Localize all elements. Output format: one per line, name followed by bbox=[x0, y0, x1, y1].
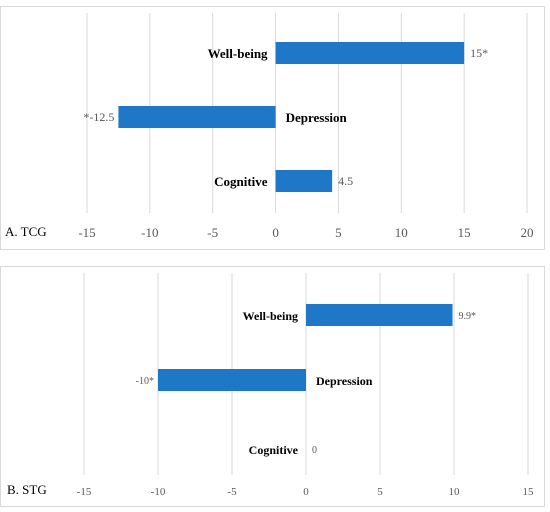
chart-b-data-label: 0 bbox=[312, 445, 317, 456]
chart-a-tick-label: 20 bbox=[521, 225, 534, 240]
chart-a-data-label: *-12.5 bbox=[83, 110, 114, 124]
chart-b-svg: -15 -10 -5 0 5 10 15 B. STG Well-being 9.9* Depres… bbox=[7, 273, 535, 498]
chart-b-category-label: Cognitive bbox=[249, 443, 299, 457]
chart-b-title: B. STG bbox=[7, 482, 47, 497]
chart-b-data-label: 9.9* bbox=[459, 311, 477, 322]
chart-b-data-label: -10* bbox=[136, 376, 154, 387]
chart-a-tick-label: -5 bbox=[207, 225, 218, 240]
chart-b-category-label: Well-being bbox=[243, 309, 298, 323]
chart-a-tick-label: -15 bbox=[78, 225, 95, 240]
chart-a-data-label: 4.5 bbox=[338, 174, 353, 188]
chart-a-tick-label: 10 bbox=[395, 225, 408, 240]
chart-a-data-label: 15* bbox=[470, 46, 488, 60]
chart-a-tick-label: 15 bbox=[458, 225, 471, 240]
chart-b-tick-label: 0 bbox=[303, 486, 309, 498]
chart-a-bar-cognitive bbox=[275, 170, 333, 192]
panel-b-stg: -15 -10 -5 0 5 10 15 B. STG Well-being 9.9* Depres… bbox=[0, 266, 545, 507]
chart-b-tick-label: -15 bbox=[77, 486, 92, 498]
chart-b-tick-label: 15 bbox=[523, 486, 535, 498]
chart-a-title: A. TCG bbox=[5, 224, 47, 239]
chart-b-tick-label: -5 bbox=[227, 486, 237, 498]
chart-a-svg: -15 -10 -5 0 5 10 15 20 A. TCG Well-being 15* Depre… bbox=[5, 13, 534, 240]
chart-a-bar-well-being bbox=[275, 42, 465, 64]
chart-a-bar-depression bbox=[118, 106, 276, 128]
chart-a-category-label: Well-being bbox=[208, 46, 268, 61]
chart-a-category-label: Cognitive bbox=[214, 174, 268, 189]
chart-b-category-label: Depression bbox=[316, 374, 373, 388]
chart-b-tick-label: -10 bbox=[151, 486, 166, 498]
chart-a-category-label: Depression bbox=[286, 110, 348, 125]
chart-a-tick-label: 5 bbox=[335, 225, 342, 240]
chart-b-tick-label: 5 bbox=[377, 486, 383, 498]
panel-a-tcg: -15 -10 -5 0 5 10 15 20 A. TCG Well-being 15* Depre… bbox=[0, 6, 545, 250]
chart-b-tick-label: 10 bbox=[449, 486, 461, 498]
chart-a-tick-label: 0 bbox=[272, 225, 279, 240]
chart-b-bar-well-being bbox=[306, 304, 453, 326]
chart-b-bar-depression bbox=[158, 369, 306, 391]
chart-a-tick-label: -10 bbox=[141, 225, 158, 240]
